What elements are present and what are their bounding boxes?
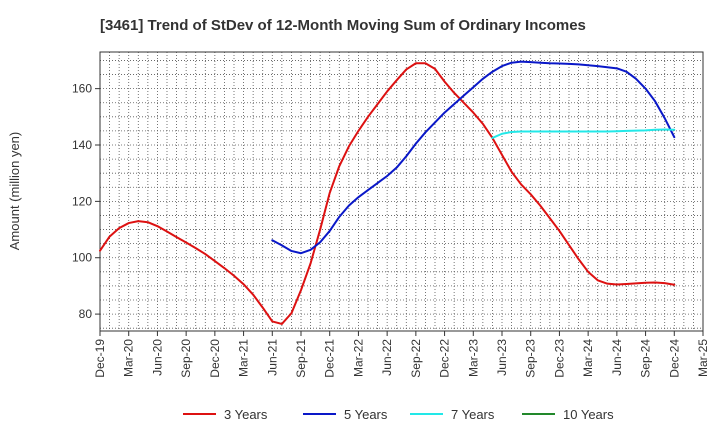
x-tick-label: Jun-21 xyxy=(265,339,279,376)
x-tick-label: Mar-25 xyxy=(696,339,710,377)
y-tick-label: 140 xyxy=(72,138,92,152)
x-tick-label: Dec-21 xyxy=(323,339,337,378)
series-layer xyxy=(99,60,676,325)
x-tick-label: Sep-23 xyxy=(524,339,538,378)
axes: 80 100 120 140 160 Dec-19 Mar-20 Jun-20 Sep-20 De… xyxy=(72,51,710,378)
x-tick-label: Sep-21 xyxy=(294,339,308,378)
legend: 3 Years 5 Years 7 Years 10 Years xyxy=(183,407,614,422)
x-tick-label: Mar-23 xyxy=(466,339,480,377)
x-tick-label: Jun-20 xyxy=(150,339,164,376)
series-line-1 xyxy=(99,62,676,325)
x-tick-label: Dec-22 xyxy=(438,339,452,378)
y-tick-label: 80 xyxy=(79,307,93,321)
x-tick-label: Sep-24 xyxy=(639,339,653,378)
x-tick-label: Dec-23 xyxy=(552,339,566,378)
x-tick-label: Mar-21 xyxy=(237,339,251,377)
y-tick-label: 120 xyxy=(72,194,92,208)
series-line-2 xyxy=(271,60,676,255)
x-tick-label: Sep-20 xyxy=(179,339,193,378)
y-tick-label: 100 xyxy=(72,251,92,265)
x-tick-label: Sep-22 xyxy=(409,339,423,378)
x-tick-label: Jun-23 xyxy=(495,339,509,376)
plot-frame xyxy=(99,51,704,332)
chart-title: [3461] Trend of StDev of 12-Month Moving… xyxy=(100,17,586,34)
grid xyxy=(100,52,703,331)
x-tick-label: Dec-24 xyxy=(667,339,681,378)
x-tick-label: Jun-22 xyxy=(380,339,394,376)
series-line-3 xyxy=(491,128,676,139)
y-tick-label: 160 xyxy=(72,82,92,96)
x-tick-label: Mar-22 xyxy=(351,339,365,377)
legend-label-2: 5 Years xyxy=(344,407,388,422)
legend-label-1: 3 Years xyxy=(224,407,268,422)
x-tick-label: Mar-20 xyxy=(122,339,136,377)
x-tick-label: Mar-24 xyxy=(581,339,595,377)
x-tick-label: Jun-24 xyxy=(610,339,624,376)
y-axis-label: Amount (million yen) xyxy=(7,132,22,251)
legend-label-4: 10 Years xyxy=(563,407,614,422)
x-tick-label: Dec-20 xyxy=(208,339,222,378)
x-tick-label: Dec-19 xyxy=(93,339,107,378)
legend-label-3: 7 Years xyxy=(451,407,495,422)
